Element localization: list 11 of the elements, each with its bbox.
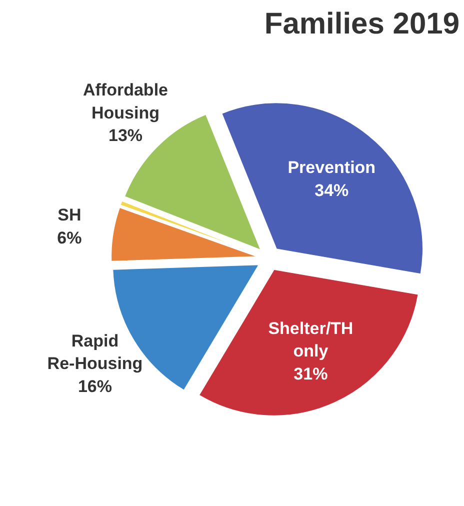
data-label: 34%: [314, 181, 349, 200]
data-label: 6%: [57, 228, 82, 248]
slice-label: SH: [58, 206, 82, 225]
slice-label: Affordable Housing: [83, 80, 168, 122]
data-label: 31%: [294, 364, 328, 384]
data-label: 13%: [108, 126, 143, 146]
data-label: 16%: [78, 376, 112, 396]
slice-label: Rapid Re-Housing: [47, 331, 143, 374]
chart-title: Families 2019: [264, 8, 460, 40]
slice-label: Shelter/TH only: [268, 318, 354, 361]
slice-label: Prevention: [288, 158, 376, 178]
